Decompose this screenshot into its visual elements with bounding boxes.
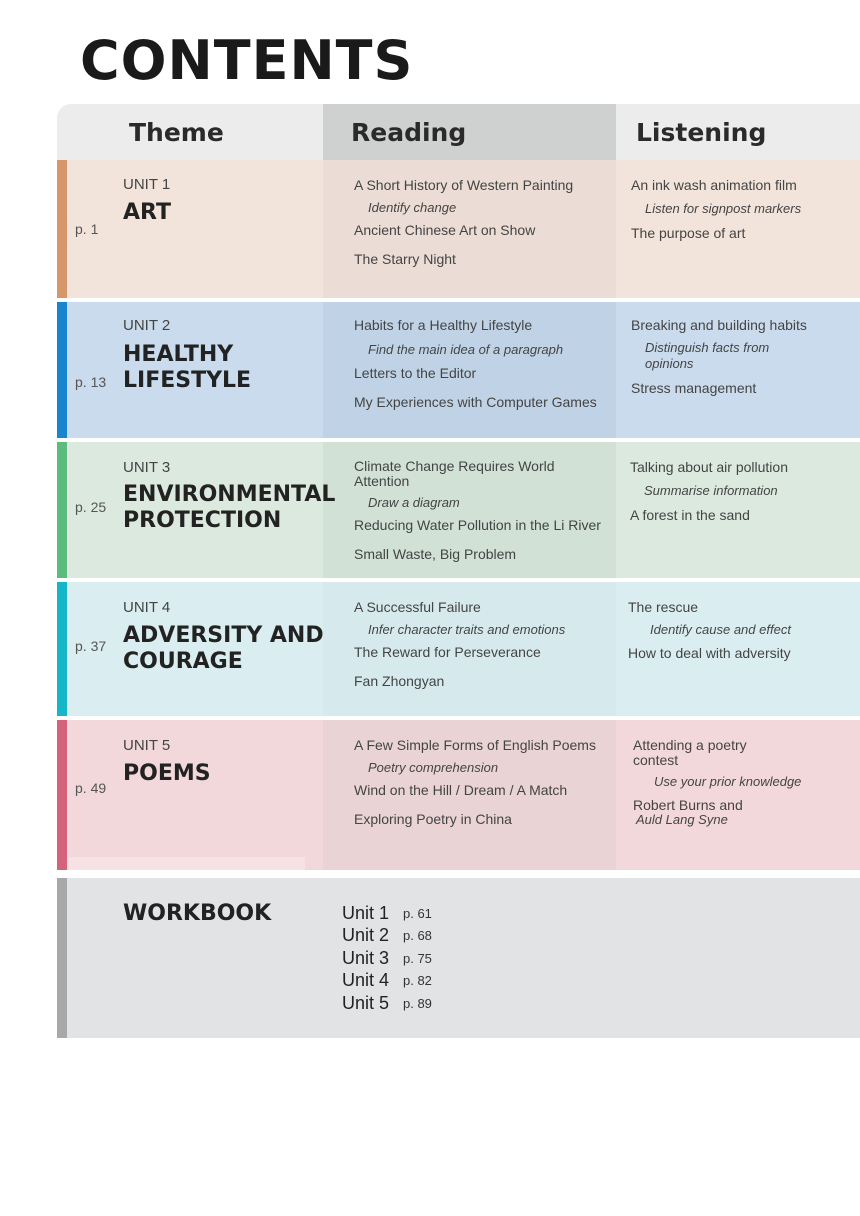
- unit-3-band: p. 25 UNIT 3 ENVIRONMENTAL PROTECTION Cl…: [57, 442, 860, 578]
- unit-3-reading-text-1-line-2: Attention: [354, 473, 410, 489]
- unit-4-label: UNIT 4: [123, 599, 171, 616]
- unit-1-label: UNIT 1: [123, 176, 171, 193]
- unit-5-listening-text-2-italic: Auld Lang Syne: [636, 812, 728, 827]
- unit-2-reading-text-2: Letters to the Editor: [354, 365, 477, 381]
- unit-1-listening-text-2: The purpose of art: [631, 225, 746, 241]
- unit-1-reading-text-2: Ancient Chinese Art on Show: [354, 222, 536, 238]
- unit-4-reading-column: [323, 582, 616, 716]
- unit-2-listening-skill-line-1: Distinguish facts from: [645, 340, 770, 355]
- unit-1-listening-text-1: An ink wash animation film: [631, 177, 797, 193]
- unit-4-name-line-2: COURAGE: [123, 649, 243, 674]
- unit-2-reading-skill: Find the main idea of a paragraph: [368, 342, 564, 357]
- unit-3-reading-text-1-line-1: Climate Change Requires World: [354, 458, 555, 474]
- unit-4-reading-text-3: Fan Zhongyan: [354, 673, 445, 689]
- workbook-page-4: p. 82: [403, 973, 432, 988]
- unit-3-reading-column: [323, 442, 616, 578]
- unit-3-name-line-2: PROTECTION: [123, 508, 282, 533]
- unit-5-listening-text-1-line-2: contest: [633, 752, 679, 768]
- unit-2-color-bar: [57, 302, 67, 438]
- unit-2-name-line-1: HEALTHY: [123, 342, 234, 367]
- unit-5-color-bar: [57, 720, 67, 870]
- unit-3-reading-text-3: Small Waste, Big Problem: [354, 546, 517, 562]
- unit-3-reading-skill: Draw a diagram: [368, 495, 460, 510]
- unit-2-name-line-2: LIFESTYLE: [123, 368, 252, 393]
- unit-5-decorative-strip: [69, 857, 305, 870]
- unit-2-reading-text-3: My Experiences with Computer Games: [354, 394, 597, 410]
- unit-2-page: p. 13: [75, 374, 107, 390]
- unit-5-reading-text-3: Exploring Poetry in China: [354, 811, 512, 827]
- unit-4-reading-text-2: The Reward for Perseverance: [354, 644, 541, 660]
- header-listening: Listening: [616, 104, 860, 160]
- unit-3-name-line-1: ENVIRONMENTAL: [123, 482, 336, 507]
- unit-5-label: UNIT 5: [123, 737, 171, 754]
- unit-2-reading-text-1: Habits for a Healthy Lifestyle: [354, 317, 533, 333]
- unit-4-page: p. 37: [75, 638, 107, 654]
- unit-5-page: p. 49: [75, 780, 107, 796]
- unit-2-listening-text-2: Stress management: [631, 380, 757, 396]
- unit-2-listening-text-1: Breaking and building habits: [631, 317, 807, 333]
- workbook-unit-3: Unit 3: [342, 948, 390, 968]
- unit-5-reading-text-2: Wind on the Hill / Dream / A Match: [354, 782, 568, 798]
- unit-1-band: p. 1 UNIT 1 ART A Short History of Weste…: [57, 160, 860, 298]
- unit-4-name-line-1: ADVERSITY AND: [123, 623, 324, 648]
- unit-5-listening-skill: Use your prior knowledge: [654, 774, 802, 789]
- unit-4-listening-text-1: The rescue: [628, 599, 699, 615]
- unit-2-listening-skill-line-2: opinions: [645, 356, 694, 371]
- workbook-unit-4: Unit 4: [342, 970, 390, 990]
- unit-1-color-bar: [57, 160, 67, 298]
- unit-1-reading-text-1: A Short History of Western Painting: [354, 177, 574, 193]
- unit-3-listening-skill: Summarise information: [644, 483, 778, 498]
- workbook-page-3: p. 75: [403, 951, 432, 966]
- workbook-unit-1: Unit 1: [342, 903, 390, 923]
- workbook-band: [57, 878, 860, 1038]
- unit-4-listening-text-2: How to deal with adversity: [628, 645, 791, 661]
- unit-4-reading-text-1: A Successful Failure: [354, 599, 481, 615]
- unit-3-label: UNIT 3: [123, 459, 171, 476]
- unit-3-reading-text-2: Reducing Water Pollution in the Li River: [354, 517, 601, 533]
- header-theme: Theme: [57, 104, 323, 160]
- unit-1-page: p. 1: [75, 221, 99, 237]
- unit-1-name: ART: [123, 200, 171, 225]
- workbook-page-5: p. 89: [403, 996, 432, 1011]
- unit-1-listening-skill: Listen for signpost markers: [645, 201, 802, 216]
- unit-4-color-bar: [57, 582, 67, 716]
- unit-5-name: POEMS: [123, 761, 211, 786]
- unit-4-reading-skill: Infer character traits and emotions: [368, 622, 566, 637]
- page-title: CONTENTS: [80, 29, 414, 92]
- unit-2-label: UNIT 2: [123, 317, 171, 334]
- unit-5-reading-text-1: A Few Simple Forms of English Poems: [354, 737, 596, 753]
- workbook-page-1: p. 61: [403, 906, 432, 921]
- unit-4-listening-skill: Identify cause and effect: [650, 622, 791, 637]
- unit-5-listening-text-1-line-1: Attending a poetry: [633, 737, 747, 753]
- workbook-unit-2: Unit 2: [342, 925, 390, 945]
- unit-3-page: p. 25: [75, 499, 107, 515]
- unit-3-listening-text-1: Talking about air pollution: [630, 459, 788, 475]
- unit-5-listening-text-2: Robert Burns and: [633, 797, 743, 813]
- unit-3-listening-text-2: A forest in the sand: [630, 507, 750, 523]
- unit-5-reading-column: [323, 720, 616, 870]
- workbook-page-2: p. 68: [403, 928, 432, 943]
- unit-3-color-bar: [57, 442, 67, 578]
- header-reading: Reading: [323, 104, 616, 160]
- unit-2-band: p. 13 UNIT 2 HEALTHY LIFESTYLE Habits fo…: [57, 302, 860, 438]
- workbook-unit-5: Unit 5: [342, 993, 390, 1013]
- workbook-title: WORKBOOK: [123, 901, 272, 926]
- unit-1-reading-column: [323, 160, 616, 298]
- workbook-color-bar: [57, 878, 67, 1038]
- unit-5-reading-skill: Poetry comprehension: [368, 760, 499, 775]
- unit-4-band: p. 37 UNIT 4 ADVERSITY AND COURAGE A Suc…: [57, 582, 860, 716]
- unit-1-reading-skill: Identify change: [368, 200, 457, 215]
- unit-2-reading-column: [323, 302, 616, 438]
- unit-5-band: p. 49 UNIT 5 POEMS A Few Simple Forms of…: [57, 720, 860, 870]
- unit-1-reading-text-3: The Starry Night: [354, 251, 456, 267]
